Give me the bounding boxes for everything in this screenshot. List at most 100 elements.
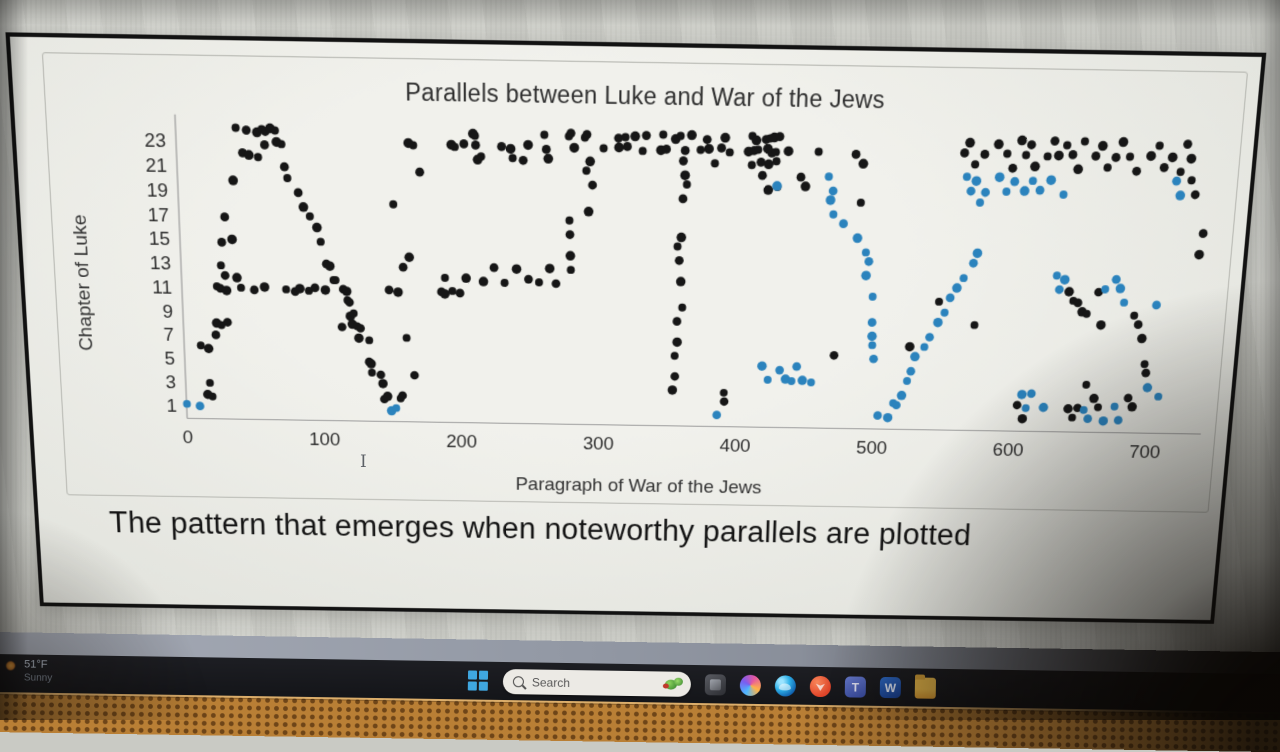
data-point-parallel-blue <box>838 219 849 229</box>
data-point-parallel-blue <box>1028 176 1038 186</box>
data-point-parallel-black <box>638 146 647 156</box>
data-point-parallel-black <box>253 152 263 162</box>
data-point-parallel-blue <box>971 175 982 186</box>
data-point-parallel-black <box>541 144 551 154</box>
presentation-slide: Parallels between Luke and War of the Je… <box>5 32 1267 624</box>
data-point-parallel-black <box>829 350 839 360</box>
data-point-parallel-black <box>725 148 734 157</box>
data-point-parallel-black <box>551 279 561 289</box>
data-point-parallel-black <box>959 148 970 158</box>
data-point-parallel-black <box>1095 320 1107 330</box>
data-point-parallel-black <box>523 139 533 150</box>
copilot-icon[interactable] <box>739 674 762 697</box>
search-input[interactable]: Search <box>502 668 692 697</box>
data-point-parallel-black <box>583 206 594 217</box>
data-point-parallel-blue <box>1038 402 1049 413</box>
data-point-parallel-black <box>1167 152 1178 163</box>
data-point-parallel-blue <box>968 258 979 268</box>
data-point-parallel-blue <box>1154 392 1163 401</box>
data-point-parallel-black <box>641 130 651 141</box>
data-point-parallel-black <box>1012 400 1022 410</box>
y-tick-label: 5 <box>164 349 175 370</box>
data-point-parallel-black <box>208 392 217 401</box>
data-point-parallel-blue <box>792 362 802 371</box>
data-point-parallel-blue <box>1098 416 1109 426</box>
data-point-parallel-black <box>622 141 632 152</box>
data-point-parallel-black <box>478 276 489 287</box>
data-point-parallel-black <box>672 316 682 326</box>
data-point-parallel-blue <box>925 332 934 342</box>
data-point-parallel-blue <box>909 351 920 362</box>
data-point-parallel-black <box>1176 167 1185 177</box>
data-point-parallel-black <box>1193 249 1205 260</box>
data-point-parallel-black <box>524 274 533 284</box>
data-point-parallel-black <box>1064 286 1075 297</box>
y-tick-label: 13 <box>149 253 171 274</box>
data-point-parallel-black <box>1021 150 1031 160</box>
data-point-parallel-black <box>398 262 408 272</box>
data-point-parallel-blue <box>1113 415 1123 425</box>
data-point-parallel-black <box>710 159 720 168</box>
data-point-parallel-blue <box>763 375 772 384</box>
data-point-parallel-black <box>231 272 242 283</box>
data-point-parallel-black <box>858 158 869 169</box>
data-point-parallel-black <box>197 341 205 350</box>
data-point-parallel-black <box>814 147 823 156</box>
data-point-parallel-black <box>384 285 394 295</box>
data-point-parallel-black <box>1050 136 1060 146</box>
data-point-parallel-black <box>719 388 728 397</box>
data-point-parallel-black <box>993 139 1004 150</box>
data-point-parallel-blue <box>1119 298 1129 307</box>
data-point-parallel-blue <box>825 195 836 206</box>
data-point-parallel-black <box>228 175 239 186</box>
data-point-parallel-black <box>393 287 403 297</box>
data-point-parallel-blue <box>861 248 871 257</box>
data-point-parallel-black <box>680 145 690 156</box>
edge-browser-icon[interactable] <box>774 675 797 697</box>
data-point-parallel-black <box>673 242 682 251</box>
chart-frame: Parallels between Luke and War of the Je… <box>41 52 1249 513</box>
data-point-parallel-blue <box>869 354 879 364</box>
data-point-parallel-black <box>980 149 990 159</box>
data-point-parallel-black <box>720 132 731 143</box>
data-point-parallel-black <box>1068 150 1078 160</box>
start-button[interactable] <box>467 670 489 691</box>
data-point-parallel-black <box>1111 152 1121 163</box>
data-point-parallel-black <box>851 149 861 159</box>
data-point-parallel-black <box>305 212 314 221</box>
data-point-parallel-black <box>293 188 303 198</box>
data-point-parallel-black <box>341 286 352 297</box>
data-point-parallel-black <box>216 261 226 270</box>
task-view-icon[interactable] <box>704 674 727 696</box>
data-point-parallel-black <box>565 250 576 261</box>
data-point-parallel-black <box>543 153 554 164</box>
data-point-parallel-black <box>582 166 591 175</box>
data-point-parallel-blue <box>902 377 912 385</box>
data-point-parallel-blue <box>945 293 955 303</box>
data-point-parallel-black <box>1137 333 1147 344</box>
data-point-parallel-black <box>1097 140 1109 151</box>
data-point-parallel-blue <box>775 365 785 375</box>
data-point-parallel-black <box>772 157 781 166</box>
data-point-parallel-blue <box>868 292 877 301</box>
data-point-parallel-blue <box>1059 274 1070 285</box>
brave-browser-icon[interactable] <box>809 675 832 698</box>
photographed-screen: Parallels between Luke and War of the Je… <box>0 0 1280 720</box>
file-explorer-icon[interactable] <box>914 677 937 699</box>
teams-icon[interactable]: T <box>844 676 867 698</box>
y-tick-label: 3 <box>165 372 176 392</box>
data-point-parallel-black <box>1093 403 1103 412</box>
search-icon <box>512 676 524 688</box>
data-point-parallel-blue <box>932 317 943 328</box>
data-point-parallel-blue <box>824 172 834 181</box>
data-point-parallel-black <box>1198 228 1208 239</box>
data-point-parallel-black <box>376 370 386 380</box>
data-point-parallel-black <box>508 153 517 163</box>
x-tick-label: 400 <box>719 436 750 456</box>
data-point-parallel-black <box>565 230 575 240</box>
weather-widget[interactable]: 51°F Sunny <box>24 657 53 685</box>
data-point-parallel-black <box>1026 140 1037 150</box>
data-point-parallel-blue <box>959 274 968 283</box>
data-point-parallel-blue <box>806 378 816 387</box>
word-icon[interactable]: W <box>879 676 902 699</box>
